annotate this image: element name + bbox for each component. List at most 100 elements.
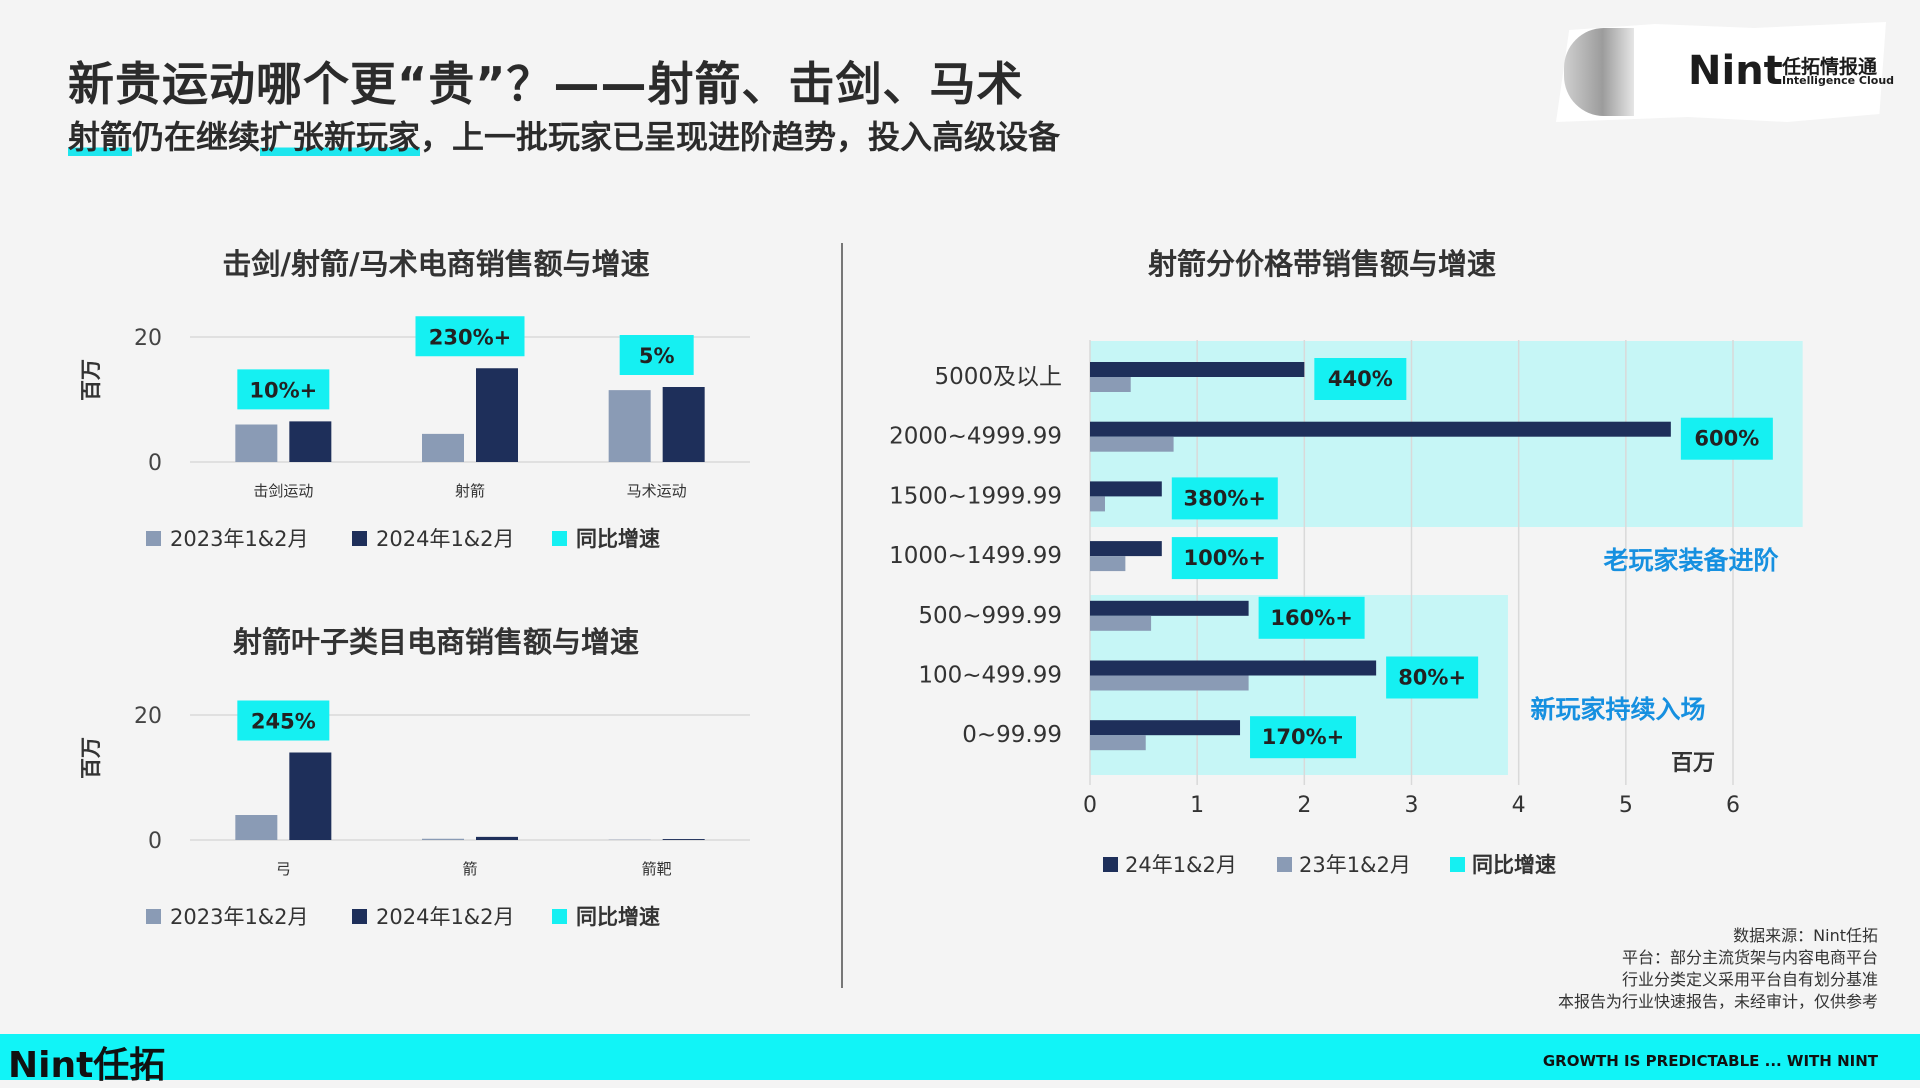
bar-2023 — [609, 390, 651, 462]
growth-label: 170%+ — [1262, 725, 1344, 749]
y-tick-label: 1000~1499.99 — [889, 543, 1062, 569]
growth-label: 10%+ — [249, 378, 317, 402]
bar-23 — [1090, 556, 1125, 571]
bar-23 — [1090, 437, 1174, 452]
growth-label: 380%+ — [1184, 486, 1266, 510]
x-tick-label: 弓 — [276, 860, 291, 878]
footer-brand: Nint任拓 — [8, 1036, 165, 1088]
bar-24 — [1090, 661, 1376, 676]
subtitle-highlight-archery: 射箭 — [68, 118, 132, 156]
note-disclaimer: 本报告为行业快速报告，未经审计，仅供参考 — [1558, 991, 1878, 1013]
x-tick-label: 4 — [1512, 793, 1526, 818]
bar-2024 — [663, 839, 705, 840]
legend-swatch — [146, 531, 161, 546]
legend-label: 24年1&2月 — [1125, 853, 1237, 877]
growth-label: 600% — [1694, 427, 1759, 451]
bar-24 — [1090, 481, 1162, 496]
y-tick-label: 0 — [148, 451, 162, 476]
x-tick-label: 0 — [1083, 793, 1097, 818]
x-axis-label: 百万 — [1671, 751, 1715, 776]
legend-swatch — [146, 909, 161, 924]
bar-2024 — [476, 837, 518, 840]
bar-2023 — [235, 815, 277, 840]
x-tick-label: 6 — [1726, 793, 1740, 818]
logo-paper-curl — [1564, 28, 1634, 116]
legend-label: 同比增速 — [1472, 853, 1556, 877]
legend-swatch — [552, 909, 567, 924]
bar-24 — [1090, 720, 1240, 735]
nint-logo: Nint — [1688, 48, 1783, 94]
bar-23 — [1090, 616, 1151, 631]
growth-label: 5% — [639, 344, 675, 368]
y-axis-label: 百万 — [79, 737, 103, 779]
bar-2023 — [235, 425, 277, 463]
bar-2024 — [476, 368, 518, 462]
legend-swatch — [1277, 857, 1292, 872]
y-tick-label: 100~499.99 — [918, 663, 1062, 689]
legend-label: 同比增速 — [576, 905, 660, 929]
legend-swatch — [552, 531, 567, 546]
growth-label: 80%+ — [1398, 666, 1466, 690]
growth-label: 245% — [251, 710, 316, 734]
annotation-new-players: 新玩家持续入场 — [1530, 695, 1705, 724]
chart-title: 射箭叶子类目电商销售额与增速 — [232, 625, 639, 659]
logo-en-text: Intelligence Cloud — [1782, 74, 1894, 87]
growth-label: 230%+ — [429, 325, 511, 349]
annotation-advanced-players: 老玩家装备进阶 — [1603, 546, 1779, 575]
legend-label: 23年1&2月 — [1299, 853, 1411, 877]
note-platform: 平台：部分主流货架与内容电商平台 — [1558, 947, 1878, 969]
subtitle-text-1: 仍在继续 — [132, 118, 260, 156]
x-tick-label: 1 — [1190, 793, 1204, 818]
bar-23 — [1090, 735, 1146, 750]
legend-swatch — [352, 531, 367, 546]
y-tick-label: 20 — [134, 704, 162, 729]
x-tick-label: 箭靶 — [642, 860, 672, 878]
y-tick-label: 0~99.99 — [962, 722, 1062, 748]
bar-2024 — [663, 387, 705, 462]
legend-swatch — [1450, 857, 1465, 872]
y-tick-label: 20 — [134, 326, 162, 351]
bar-24 — [1090, 541, 1162, 556]
legend-swatch — [1103, 857, 1118, 872]
chart-title: 击剑/射箭/马术电商销售额与增速 — [222, 247, 649, 281]
legend-swatch — [352, 909, 367, 924]
source-notes: 数据来源：Nint任拓 平台：部分主流货架与内容电商平台 行业分类定义采用平台自… — [1558, 925, 1878, 1013]
chart-archery-leaf-sales: 射箭叶子类目电商销售额与增速百万 0 20 弓 245% 箭 箭靶 2023年1&2月 2024… — [70, 618, 770, 938]
note-source: 数据来源：Nint任拓 — [1558, 925, 1878, 947]
y-tick-label: 0 — [148, 829, 162, 854]
bar-23 — [1090, 377, 1131, 392]
chart-svg: 击剑/射箭/马术电商销售额与增速百万020击剑运动10%+射箭230%+马术运动… — [70, 240, 770, 560]
x-tick-label: 箭 — [462, 860, 477, 878]
bar-24 — [1090, 422, 1671, 437]
growth-label: 100%+ — [1184, 546, 1266, 570]
legend-label: 2023年1&2月 — [170, 527, 309, 551]
bar-23 — [1090, 676, 1249, 691]
legend-label: 2023年1&2月 — [170, 905, 309, 929]
bar-23 — [1090, 496, 1105, 511]
legend-label: 2024年1&2月 — [376, 527, 515, 551]
bar-2024 — [289, 421, 331, 462]
x-tick-label: 射箭 — [455, 482, 485, 500]
y-tick-label: 5000及以上 — [934, 364, 1062, 390]
growth-label: 440% — [1328, 367, 1393, 391]
chart-divider — [841, 243, 843, 988]
subtitle-highlight-new-players: 扩张新玩家 — [260, 118, 420, 156]
y-tick-label: 2000~4999.99 — [889, 424, 1062, 450]
x-tick-label: 击剑运动 — [253, 482, 313, 500]
bar-24 — [1090, 362, 1304, 377]
bar-24 — [1090, 601, 1249, 616]
bar-2023 — [422, 434, 464, 462]
x-tick-label: 马术运动 — [627, 482, 687, 500]
note-definition: 行业分类定义采用平台自有划分基准 — [1558, 969, 1878, 991]
legend-label: 2024年1&2月 — [376, 905, 515, 929]
growth-label: 160%+ — [1270, 606, 1352, 630]
legend-label: 同比增速 — [576, 527, 660, 551]
x-tick-label: 2 — [1297, 793, 1311, 818]
bar-2024 — [289, 753, 331, 841]
subtitle-text-2: ，上一批玩家已呈现进阶趋势，投入高级设备 — [420, 118, 1060, 156]
chart-title: 射箭分价格带销售额与增速 — [1147, 247, 1496, 281]
